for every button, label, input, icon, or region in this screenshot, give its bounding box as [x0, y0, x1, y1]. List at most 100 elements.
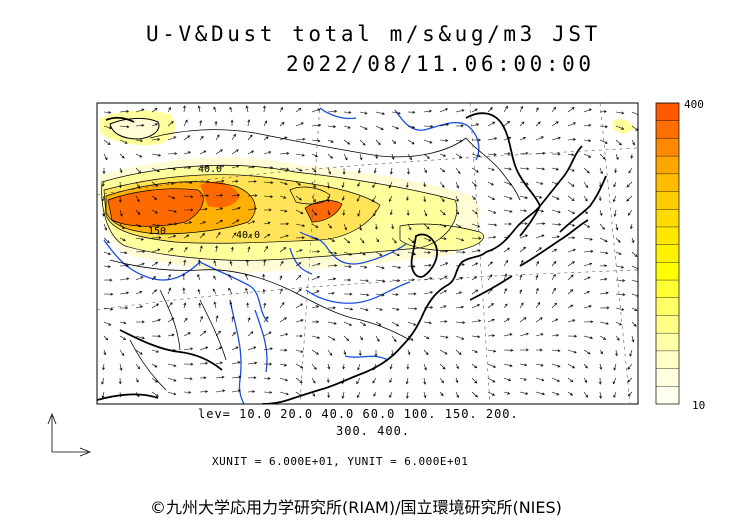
country-borders: [109, 129, 521, 391]
wind-arrow: [471, 153, 481, 158]
wind-arrow: [631, 335, 635, 343]
wind-arrow: [359, 139, 366, 146]
wind-arrow: [359, 335, 363, 341]
wind-arrow: [583, 377, 588, 384]
wind-arrow: [263, 390, 273, 394]
wind-arrow: [199, 376, 207, 380]
wind-arrow: [391, 279, 401, 282]
wind-arrow: [391, 321, 400, 327]
wind-arrow: [341, 181, 345, 189]
vector-units: XUNIT = 6.000E+01, YUNIT = 6.000E+01: [212, 455, 469, 468]
wind-arrow: [487, 209, 497, 214]
wind-arrow: [311, 391, 316, 397]
wind-arrow: [487, 377, 496, 383]
wind-arrow: [231, 346, 239, 351]
wind-arrow: [439, 123, 450, 127]
wind-arrow: [471, 209, 478, 215]
wind-arrow: [327, 363, 331, 370]
wind-arrow: [455, 124, 464, 128]
wind-arrow: [247, 207, 258, 211]
wind-arrow: [311, 139, 321, 143]
wind-arrow: [342, 363, 346, 370]
wind-arrow: [279, 247, 287, 253]
wind-arrow: [471, 377, 478, 384]
wind-arrow: [407, 292, 417, 296]
wind-arrow: [519, 167, 530, 171]
wind-arrow: [215, 149, 223, 155]
wind-arrow: [612, 377, 617, 385]
wind-arrow: [327, 391, 330, 399]
wind-arrow: [583, 262, 593, 267]
wind-arrow: [487, 334, 496, 338]
wind-arrow: [391, 307, 400, 311]
wind-arrow: [263, 362, 273, 366]
wind-arrow: [551, 209, 561, 214]
wind-arrow: [519, 302, 524, 309]
wind-arrow: [535, 209, 545, 213]
wind-arrow: [487, 223, 498, 227]
wind-arrow: [229, 301, 233, 309]
wind-arrow: [389, 167, 393, 175]
wind-arrow: [423, 195, 427, 203]
wind-arrow: [391, 292, 399, 296]
wind-arrow: [244, 273, 249, 281]
chart-title: U-V&Dust total m/s&ug/m3 JST: [146, 22, 601, 46]
wind-arrow: [423, 181, 426, 188]
wind-arrow: [375, 237, 380, 243]
wind-arrow: [439, 290, 447, 295]
wind-arrow: [375, 321, 382, 326]
wind-arrow: [374, 223, 378, 230]
wind-arrow: [167, 302, 173, 309]
wind-arrow: [263, 376, 271, 380]
wind-arrow: [151, 209, 158, 214]
wind-arrow: [373, 167, 377, 174]
wind-arrow: [503, 303, 508, 309]
wind-arrow: [583, 108, 592, 113]
wind-arrow: [535, 107, 539, 113]
wind-arrow: [183, 151, 192, 155]
wind-arrow: [213, 301, 217, 309]
wind-arrow: [183, 347, 194, 351]
dust-region-northwest-core: [109, 117, 160, 140]
wind-arrow: [151, 248, 161, 253]
wind-arrow: [212, 288, 217, 295]
wind-arrow: [455, 277, 464, 281]
wind-arrow: [503, 120, 511, 127]
wind-arrow: [263, 181, 274, 185]
wind-arrow: [262, 273, 266, 281]
wind-arrow: [407, 223, 412, 231]
wind-arrow: [263, 331, 272, 337]
wind-arrow: [630, 223, 633, 230]
wind-arrow: [391, 223, 394, 230]
wind-arrow: [598, 377, 602, 385]
wind-arrow: [567, 377, 574, 383]
wind-arrow: [102, 209, 106, 217]
dust-region-peak-west: [108, 188, 204, 227]
wind-arrow: [423, 306, 434, 309]
wind-arrow: [229, 260, 233, 267]
wind-arrow: [135, 237, 145, 241]
wind-arrow: [182, 287, 186, 295]
wind-arrow: [279, 121, 285, 127]
wind-arrow: [535, 121, 541, 127]
wind-arrow: [263, 233, 271, 239]
wind-arrow: [567, 319, 576, 323]
wind-arrow: [326, 377, 330, 384]
wind-arrow: [439, 249, 449, 253]
wind-arrow: [519, 348, 529, 352]
wind-arrow: [535, 181, 544, 185]
wind-arrow: [247, 220, 256, 225]
wind-arrow: [455, 109, 465, 113]
wind-arrow: [151, 276, 157, 281]
wind-arrow: [311, 349, 319, 355]
wind-arrow: [151, 377, 158, 383]
wind-arrow: [326, 195, 330, 203]
wind-arrow: [503, 333, 513, 337]
wind-arrow: [389, 391, 393, 398]
wind-arrow: [423, 167, 427, 174]
wind-arrow: [311, 290, 320, 295]
wind-arrow: [263, 259, 267, 267]
wind-arrow: [599, 209, 603, 216]
wind-arrow: [135, 167, 142, 174]
wind-arrow: [103, 278, 113, 282]
